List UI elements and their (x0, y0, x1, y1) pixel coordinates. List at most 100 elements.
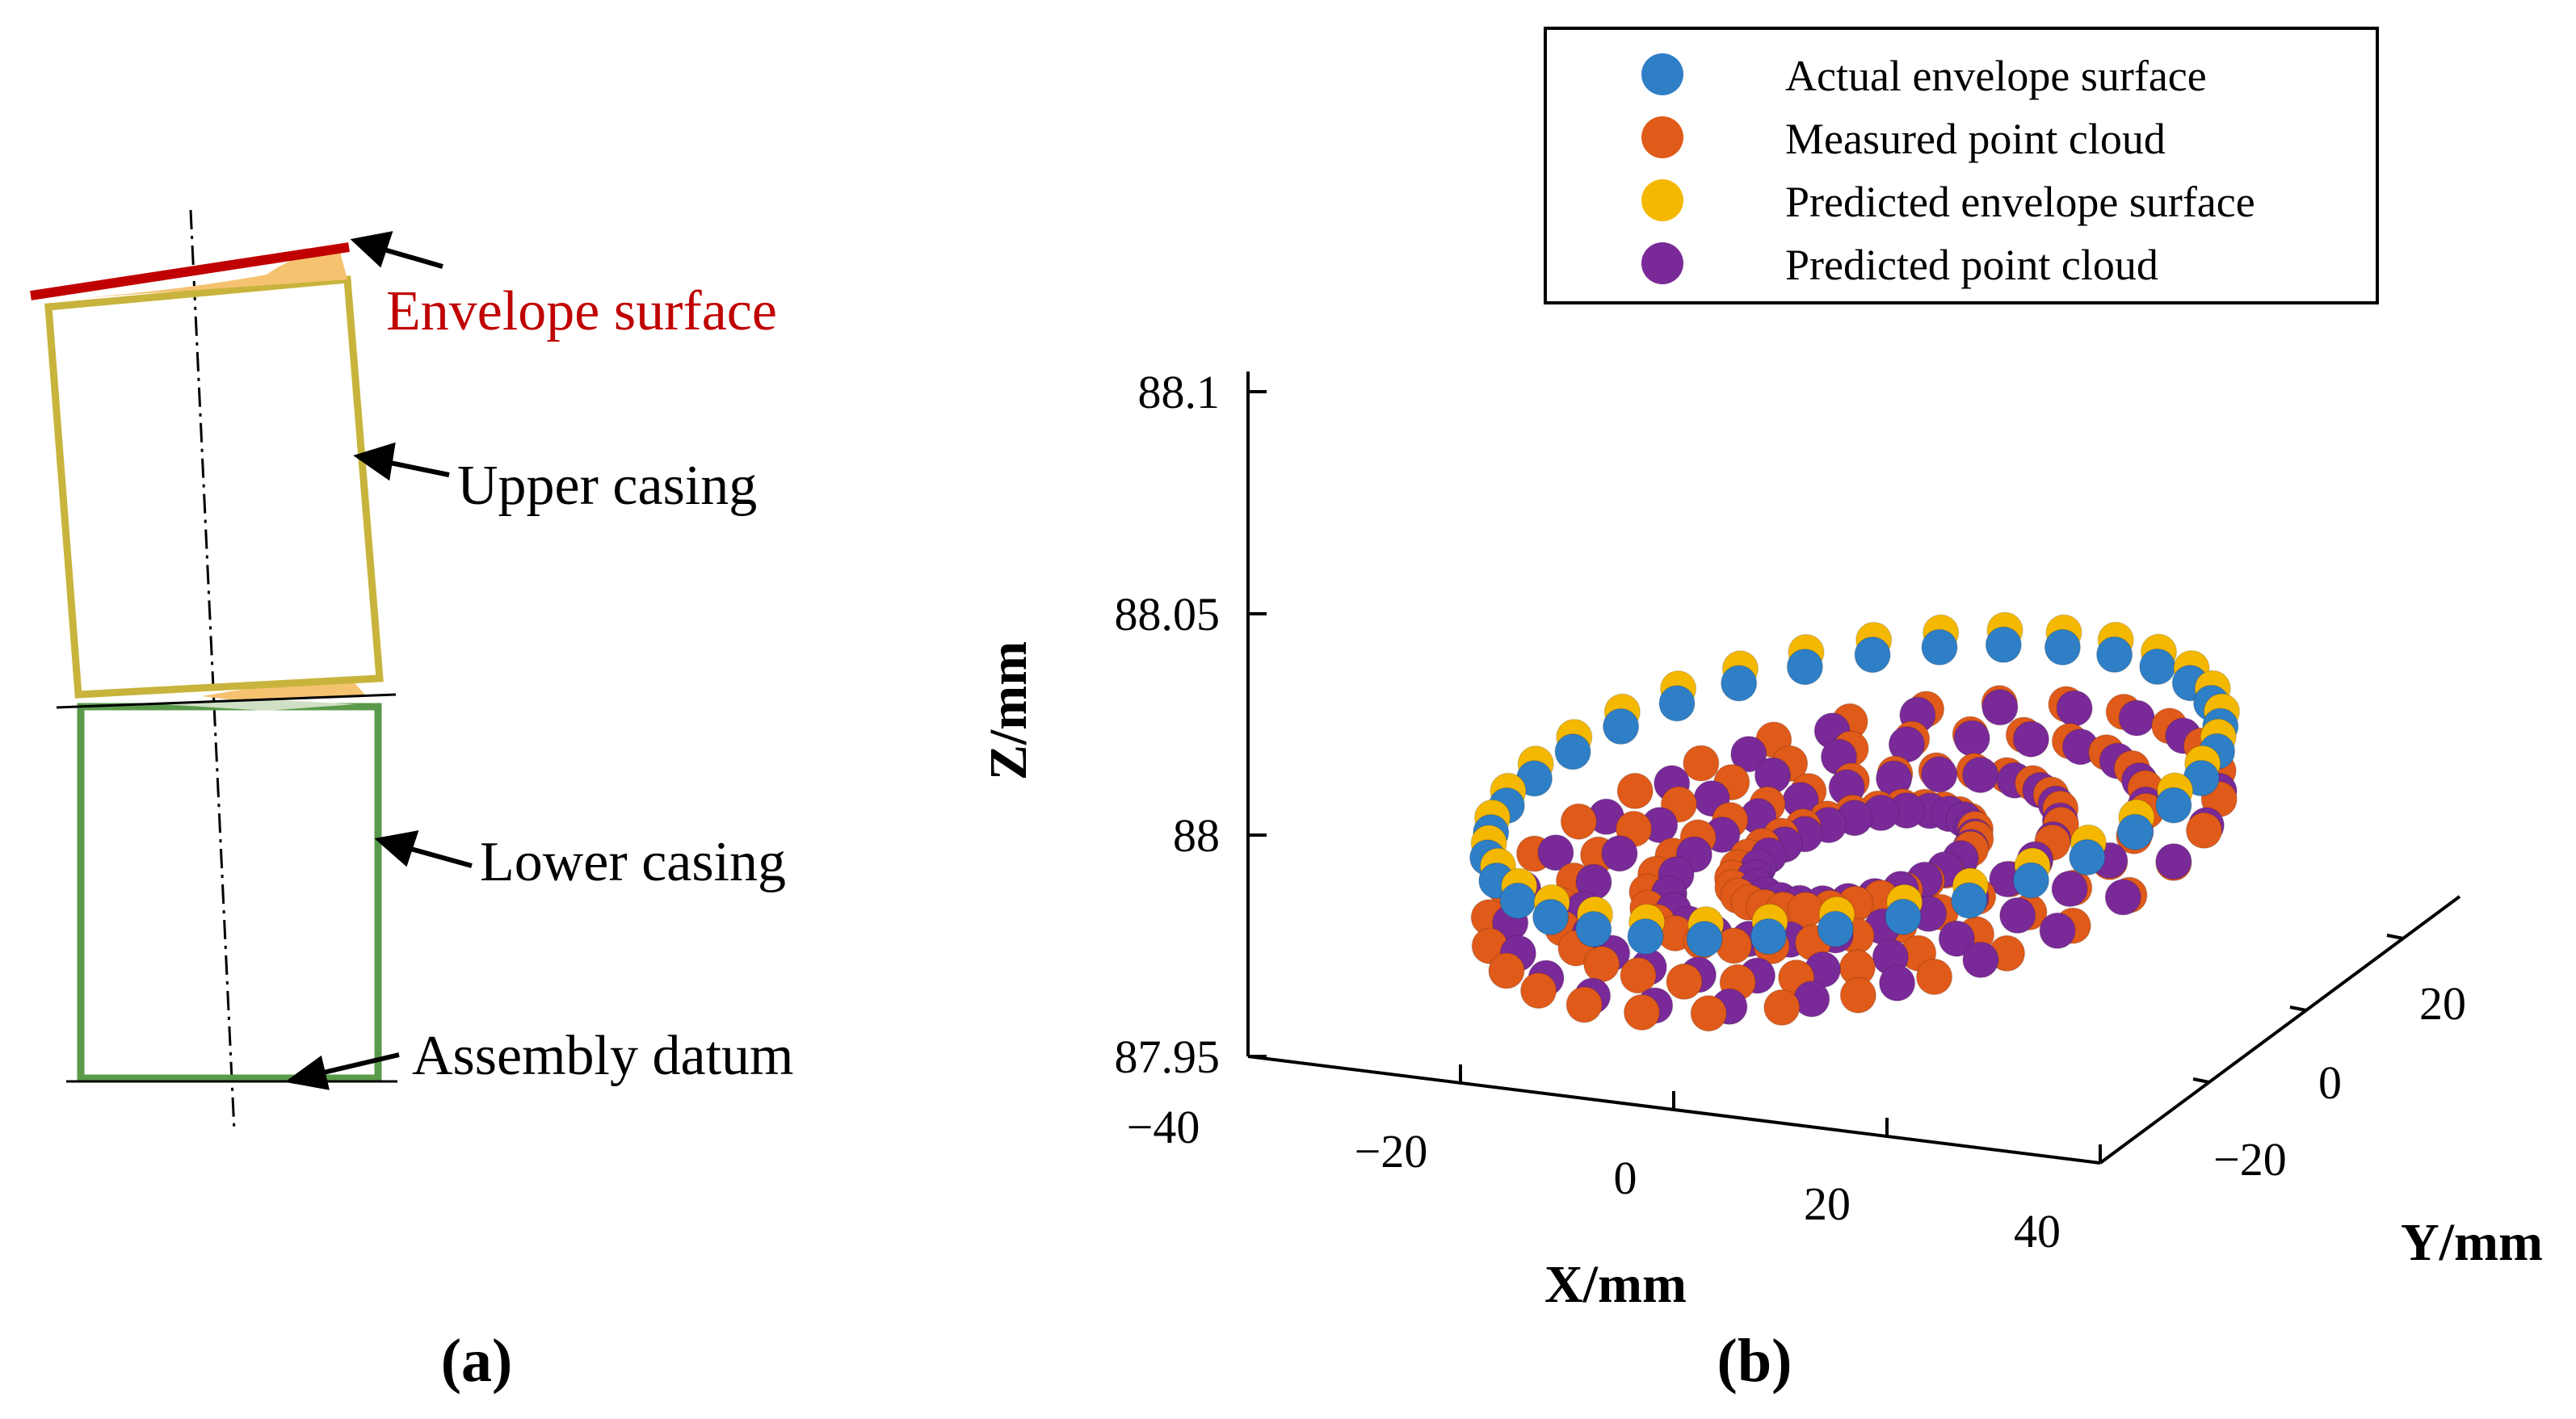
point-series0-ring0-29 (1885, 898, 1922, 936)
point-series1-ring0-20 (1519, 972, 1557, 1010)
z-tick-87-95: 87.95 (1115, 1031, 1221, 1083)
point-series0-ring0-16 (1554, 733, 1591, 770)
point-series3-ring0-24 (2039, 912, 2076, 950)
y-tick-neg20: −20 (2213, 1133, 2287, 1186)
legend-box (1544, 27, 2379, 304)
point-series3-ring0-13 (1537, 833, 1574, 871)
envelope-surface-line (30, 242, 350, 300)
legend: Actual envelope surface Measured point c… (1544, 27, 2379, 304)
arrow-envelope (380, 246, 443, 269)
panel-b: Actual envelope surface Measured point c… (979, 27, 2543, 1395)
point-series3-ring0-10 (1730, 735, 1767, 773)
point-series3-ring2-7 (1921, 756, 1958, 793)
point-series1-ring0-25 (1839, 976, 1877, 1014)
point-series0-ring0-30 (1950, 882, 1988, 919)
caption-a: (a) (441, 1327, 513, 1395)
y-tick-labels: −20 0 20 (2213, 977, 2466, 1186)
point-series1-ring1-22 (1666, 963, 1703, 1001)
z-tick-88-05: 88.05 (1115, 588, 1221, 640)
y-tick-0: 0 (2318, 1056, 2342, 1109)
point-series0-ring0-15 (1602, 707, 1640, 745)
legend-label-predicted-cloud: Predicted point cloud (1785, 241, 2158, 289)
point-series3-ring0-0 (2155, 842, 2192, 880)
x-tick-20: 20 (1804, 1178, 1851, 1230)
point-series3-ring2-6 (1961, 756, 1999, 794)
point-series3-ring1-25 (2051, 870, 2088, 908)
point-series1-ring0-26 (1915, 958, 1953, 996)
point-series0-ring0-28 (1817, 910, 1855, 948)
point-series0-ring0-24 (1575, 910, 1612, 948)
point-series1-ring0-23 (1690, 994, 1727, 1032)
x-tick-0: 0 (1614, 1152, 1637, 1204)
z-tick-88-1: 88.1 (1138, 366, 1221, 418)
point-series0-ring0-13 (1720, 665, 1758, 702)
legend-label-actual-envelope: Actual envelope surface (1785, 52, 2207, 100)
point-series1-ring0-22 (1623, 993, 1661, 1031)
point-series0-ring0-25 (1627, 917, 1664, 955)
point-series3-ring1-23 (1938, 920, 1976, 957)
point-series0-ring0-14 (1658, 685, 1696, 722)
z-tick-labels: 88.1 88.05 88 87.95 (1115, 366, 1221, 1083)
upper-casing (44, 275, 384, 699)
point-series0-ring0-0 (2155, 787, 2192, 824)
scatter-points (1469, 611, 2241, 1032)
point-series0-ring0-7 (2095, 636, 2133, 674)
panel-a: Envelope surface Upper casing Lower casi… (30, 209, 793, 1395)
x-tick-neg40: −40 (1127, 1101, 1200, 1153)
z-tick-88: 88 (1173, 809, 1220, 862)
point-series3-ring1-13 (1601, 835, 1638, 872)
point-series0-ring0-22 (1499, 882, 1536, 920)
x-tick-40: 40 (2014, 1205, 2061, 1257)
point-series3-ring0-6 (2056, 690, 2093, 727)
point-series1-ring1-20 (1582, 946, 1620, 983)
point-series3-ring1-24 (1998, 896, 2036, 934)
point-series1-ring0-21 (1565, 986, 1603, 1023)
label-upper-casing: Upper casing (457, 455, 757, 517)
point-series3-ring1-6 (2012, 720, 2050, 758)
point-series3-ring0-23 (1962, 941, 1999, 979)
interface-line (56, 693, 397, 709)
arrow-datum (316, 1052, 400, 1077)
legend-marker-predicted-envelope (1641, 179, 1683, 221)
label-assembly-datum: Assembly datum (412, 1025, 793, 1087)
point-series1-ring0-14 (1560, 803, 1598, 840)
point-series1-ring0-1 (2185, 812, 2223, 850)
point-series1-ring1-21 (1620, 957, 1657, 994)
legend-marker-measured-cloud (1641, 116, 1683, 158)
point-series0-ring0-27 (1750, 917, 1788, 955)
point-series0-ring0-9 (1985, 626, 2023, 664)
label-lower-casing: Lower casing (480, 831, 786, 893)
caption-b: (b) (1717, 1327, 1792, 1395)
point-series0-ring0-23 (1532, 898, 1570, 936)
point-series0-ring0-33 (2116, 813, 2154, 850)
centerline (189, 209, 236, 1131)
point-series0-ring0-26 (1686, 920, 1723, 958)
point-series1-ring0-24 (1763, 989, 1801, 1026)
x-tick-labels: −40 −20 0 20 40 (1127, 1101, 2061, 1257)
lower-casing (77, 703, 382, 1082)
x-axis-title: X/mm (1544, 1255, 1687, 1314)
point-series1-ring0-19 (1488, 952, 1525, 989)
point-series1-ring0-12 (1683, 745, 1720, 782)
point-series0-ring0-10 (1921, 628, 1958, 666)
legend-marker-predicted-cloud (1641, 242, 1683, 284)
label-envelope-surface: Envelope surface (386, 280, 777, 342)
legend-label-predicted-envelope: Predicted envelope surface (1785, 178, 2255, 226)
legend-marker-actual-envelope (1641, 53, 1683, 95)
axes-3d (1246, 372, 2461, 1165)
point-series3-ring0-22 (1878, 964, 1916, 1002)
legend-label-measured-cloud: Measured point cloud (1785, 115, 2166, 163)
point-series1-ring0-13 (1616, 772, 1654, 810)
point-series0-ring0-32 (2069, 838, 2106, 876)
z-axis-title: Z/mm (979, 641, 1038, 780)
point-series0-ring0-8 (2044, 628, 2082, 666)
point-series0-ring0-31 (2012, 862, 2050, 899)
point-series3-ring1-7 (1953, 720, 1990, 757)
point-series3-ring0-5 (2118, 699, 2155, 737)
x-tick-neg20: −20 (1355, 1125, 1428, 1178)
y-axis-title: Y/mm (2401, 1213, 2543, 1272)
point-series3-ring0-7 (1981, 689, 2019, 726)
arrow-upper (385, 460, 450, 477)
point-series0-ring0-11 (1854, 636, 1891, 674)
